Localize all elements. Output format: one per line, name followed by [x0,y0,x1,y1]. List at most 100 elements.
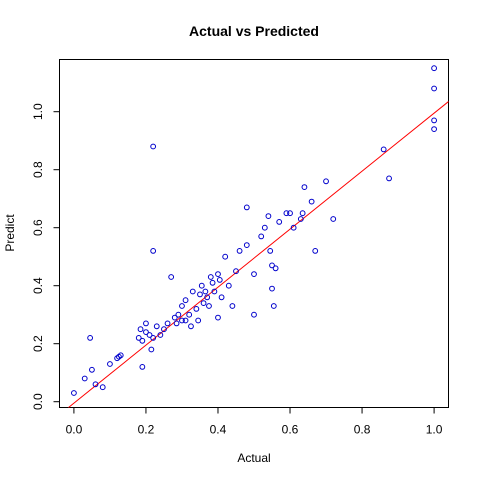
data-point [193,306,200,312]
data-point [161,326,167,333]
data-point [229,303,236,309]
data-point [81,375,88,382]
data-point [182,297,189,304]
x-tick-label: 0.6 [282,423,299,437]
data-point [330,216,337,222]
data-point [265,213,272,220]
chart-title: Actual vs Predicted [189,23,319,39]
data-point [233,268,239,275]
data-point [175,311,182,318]
data-point [139,337,146,344]
data-point [236,248,243,254]
data-point [431,126,437,133]
y-tick-label: 0.8 [31,161,45,178]
data-point [386,175,392,182]
data-point [150,143,157,150]
x-tick-label: 0.0 [66,423,83,437]
data-point [186,311,193,318]
data-point [195,317,202,324]
data-point [251,271,257,278]
data-point [92,381,99,388]
data-point [168,274,175,280]
data-point [215,314,221,321]
data-point [135,335,142,341]
fit-line-layer [68,101,449,408]
data-point [143,320,149,327]
data-point [431,85,437,92]
data-point [431,65,437,72]
data-point [204,294,211,301]
data-point [270,303,277,309]
data-point [207,274,214,280]
data-point [107,361,113,367]
data-point [139,364,146,370]
data-point [198,282,205,289]
data-point [312,248,319,254]
data-point [323,178,329,185]
data-point [137,326,144,333]
data-point [216,277,223,283]
data-point [150,248,157,254]
data-point [179,317,185,324]
x-tick-label: 0.4 [210,423,227,437]
data-point [261,224,268,231]
data-point [283,210,290,217]
data-points-layer [71,65,437,396]
y-tick-label: 0.2 [31,335,45,352]
data-point [272,265,279,272]
data-point [164,320,171,327]
data-point [173,320,180,327]
data-point [189,288,196,295]
data-point [269,285,275,292]
data-point [209,279,216,286]
data-point [150,335,157,341]
x-axis: 0.0 0.2 0.4 0.6 0.8 1.0 [66,407,443,437]
y-tick-label: 0.0 [31,393,45,410]
data-point [243,242,250,249]
data-point [380,146,387,153]
data-point [308,198,315,205]
data-point [146,332,153,338]
data-point [290,224,297,231]
data-point [218,294,225,301]
data-point [431,117,437,124]
data-point [206,303,212,309]
data-point [200,300,207,307]
data-point [117,352,124,359]
data-point [269,262,275,269]
data-point [197,291,203,298]
data-point [222,253,229,260]
y-axis: 0.0 0.2 0.4 0.6 0.8 1.0 [31,103,60,410]
data-point [99,384,106,391]
y-axis-label: Predict [3,214,17,252]
data-point [225,282,232,289]
data-point [215,271,221,278]
y-tick-label: 0.4 [31,277,45,294]
data-point [267,248,274,254]
y-tick-label: 0.6 [31,219,45,236]
y-tick-label: 1.0 [31,103,45,120]
data-point [153,323,160,330]
data-point [148,346,155,353]
data-point [157,332,164,338]
data-point [299,210,306,217]
data-point [276,219,283,225]
data-point [301,184,308,191]
data-point [287,210,293,217]
data-point [71,390,77,396]
data-point [89,366,95,373]
x-tick-label: 0.2 [138,423,155,437]
data-point [297,216,304,222]
data-point [171,314,178,321]
data-point [258,233,265,240]
data-point [179,303,185,309]
data-point [188,323,194,330]
x-tick-label: 1.0 [426,423,443,437]
data-point [202,288,209,295]
fit-line [68,101,449,408]
data-point [182,317,189,324]
data-point [143,329,149,336]
data-point [243,204,250,211]
